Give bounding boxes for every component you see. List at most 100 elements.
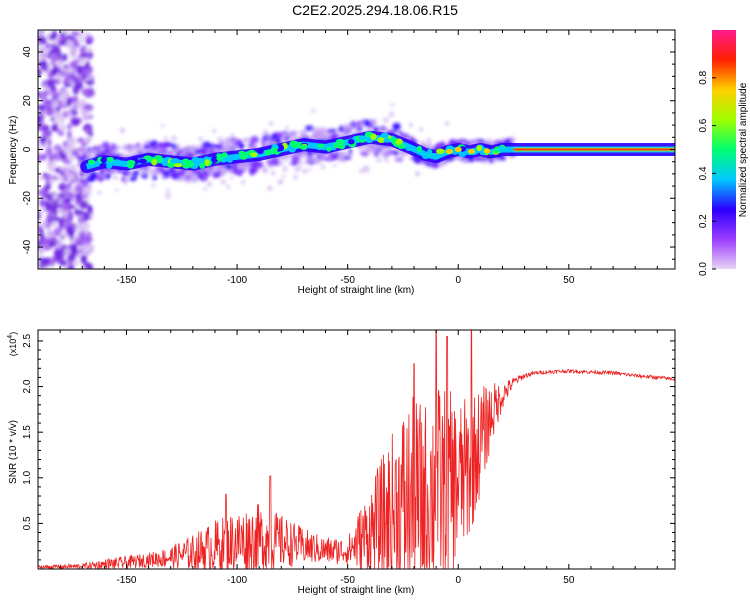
heat-cell (304, 125, 315, 132)
heat-cell (41, 153, 46, 162)
ridge-blob (416, 145, 423, 153)
ridge-blob (264, 149, 272, 156)
heat-cell (87, 204, 92, 211)
heat-cell (58, 259, 68, 267)
heat-cell (84, 173, 90, 178)
heat-cell (364, 167, 370, 173)
ridge-blob (380, 132, 389, 139)
heat-cell (81, 141, 87, 148)
ridge-blob (100, 156, 107, 164)
heat-cell (40, 49, 50, 55)
heat-cell (46, 78, 55, 89)
heat-cell (198, 136, 204, 142)
heat-cell (360, 122, 365, 128)
heat-cell (296, 165, 302, 171)
heat-cell (85, 237, 91, 244)
heat-cell (309, 155, 315, 162)
heat-cell (419, 140, 425, 147)
heat-cell (78, 57, 86, 65)
heat-cell (41, 237, 50, 248)
heat-cell (141, 168, 146, 173)
heat-cell (234, 146, 239, 151)
colorbar-tick-label: 0.8 (698, 70, 709, 84)
heat-cell (240, 179, 246, 185)
heat-cell (38, 210, 42, 221)
heat-cell (105, 172, 111, 180)
heat-cell (46, 210, 54, 221)
heat-cell (46, 230, 55, 239)
heat-cell (132, 147, 137, 153)
ridge-blob (154, 155, 163, 160)
y-tick-label: 40 (22, 46, 33, 58)
ridge-blob (238, 150, 246, 155)
heat-cell (337, 150, 341, 155)
heat-cell (58, 208, 64, 214)
heat-cell (71, 30, 79, 37)
y-tick-label: 2.0 (22, 379, 33, 393)
heat-cell (225, 141, 230, 149)
heat-cell (81, 243, 90, 254)
chart-title: C2E2.2025.294.18.06.R15 (292, 2, 458, 18)
heat-cell (72, 260, 80, 266)
heat-cell (65, 182, 72, 191)
ridge-blob (162, 161, 168, 167)
heat-cell (77, 155, 82, 161)
heat-cell (324, 133, 330, 139)
heat-cell (248, 142, 255, 147)
heat-cell (56, 254, 61, 262)
y-tick-label: 0.5 (22, 516, 33, 530)
heat-cell (83, 149, 90, 154)
x-tick-label: 50 (563, 275, 575, 286)
snr-multiplier-close: ) (8, 332, 18, 335)
heat-cell (249, 166, 258, 174)
heat-cell (199, 146, 209, 153)
snr-multiplier-base: (x10 (8, 339, 18, 357)
heat-cell (426, 137, 432, 144)
heat-cell (51, 30, 58, 40)
heat-cell (220, 179, 226, 185)
heat-cell (85, 80, 94, 86)
heat-cell (268, 121, 274, 126)
ridge-blob (106, 156, 114, 163)
heat-cell (83, 261, 92, 269)
ridge-blob (397, 144, 406, 150)
heat-cell (39, 36, 47, 45)
heat-cell (115, 188, 119, 192)
ridge-blob (211, 156, 219, 163)
heat-cell (58, 182, 67, 192)
heat-cell (60, 89, 70, 100)
ridge-blob (127, 159, 136, 166)
heat-cell (67, 204, 76, 209)
heat-cell (164, 141, 170, 148)
heat-cell (163, 171, 170, 179)
ridge-blob (426, 148, 433, 156)
heat-cell (119, 127, 126, 134)
heat-cell (66, 254, 74, 262)
heat-cell (75, 184, 84, 194)
heat-cell (52, 207, 58, 217)
ridge-blob (335, 138, 345, 145)
heat-cell (383, 117, 389, 123)
heat-cell (302, 152, 308, 158)
heat-cell (71, 118, 80, 127)
heat-cell (54, 167, 61, 174)
heat-cell (45, 193, 51, 201)
heat-cell (53, 249, 62, 257)
heat-cell (58, 175, 65, 180)
colorbar-tick-label: 0.6 (698, 118, 709, 132)
heat-cell (46, 173, 52, 181)
heat-cell (38, 224, 42, 230)
heat-cell (301, 168, 308, 174)
x-tick-label: -50 (340, 275, 355, 286)
heat-cell (369, 150, 373, 155)
x-tick-label: 50 (563, 575, 575, 586)
heat-cell (175, 143, 181, 152)
heat-cell (151, 182, 156, 188)
heat-cell (154, 169, 161, 175)
heat-cell (53, 227, 62, 237)
heat-cell (242, 137, 251, 143)
heat-cell (77, 137, 85, 143)
snr-line (38, 330, 675, 569)
heat-cell (79, 36, 85, 43)
heat-cell (69, 243, 78, 252)
